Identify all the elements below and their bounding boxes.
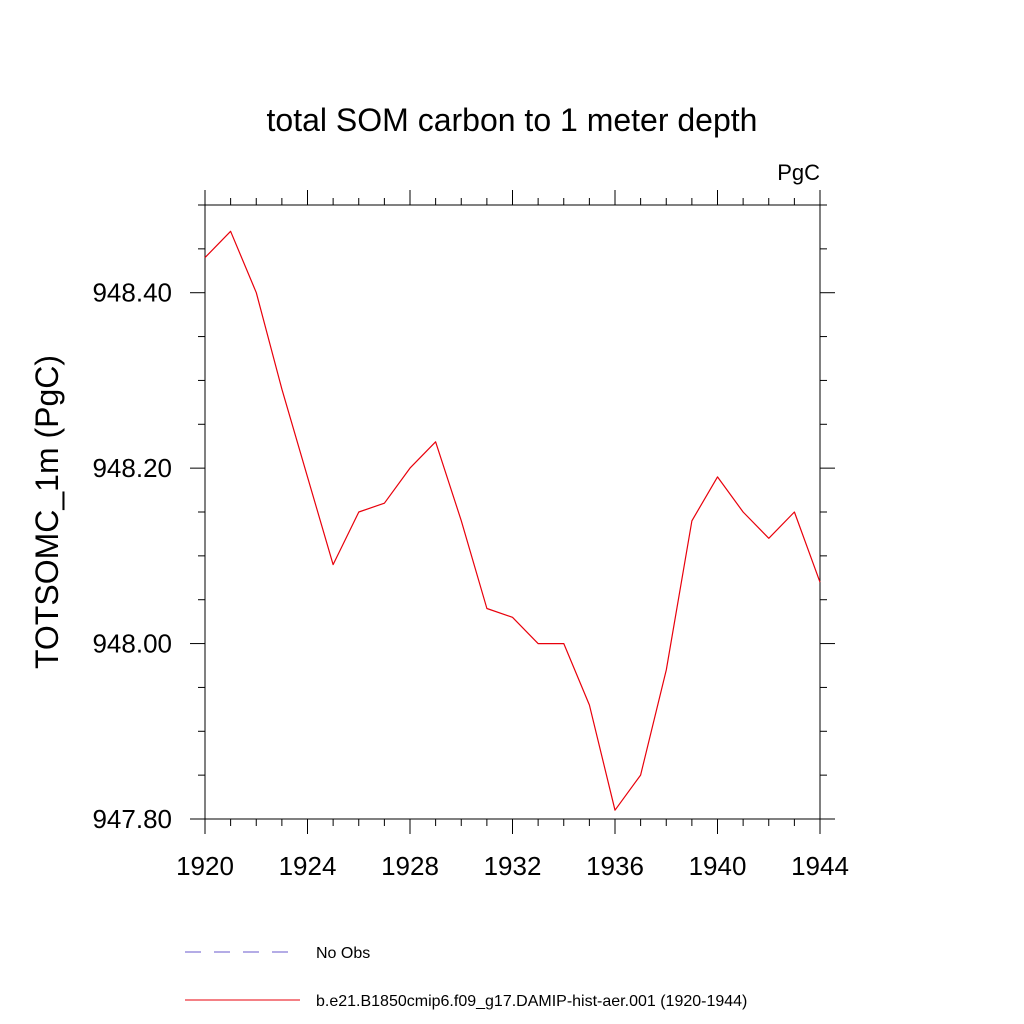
y-tick-label: 948.00 — [92, 629, 172, 659]
units-label: PgC — [777, 160, 820, 185]
x-tick-label: 1928 — [381, 851, 439, 881]
x-tick-label: 1936 — [586, 851, 644, 881]
y-tick-label: 947.80 — [92, 804, 172, 834]
series-layer — [204, 230, 821, 811]
legend-label: No Obs — [316, 945, 370, 962]
x-tick-label: 1940 — [689, 851, 747, 881]
y-axis-label: TOTSOMC_1m (PgC) — [29, 355, 65, 669]
axis-ticks — [190, 190, 835, 834]
x-tick-label: 1920 — [176, 851, 234, 881]
y-tick-label: 948.20 — [92, 453, 172, 483]
y-tick-label: 948.40 — [92, 278, 172, 308]
series-line — [204, 230, 821, 811]
legend-label: b.e21.B1850cmip6.f09_g17.DAMIP-hist-aer.… — [316, 993, 747, 1010]
x-tick-label: 1944 — [791, 851, 849, 881]
legend: No Obs b.e21.B1850cmip6.f09_g17.DAMIP-his… — [185, 945, 747, 1010]
x-tick-label: 1932 — [484, 851, 542, 881]
x-tick-label: 1924 — [279, 851, 337, 881]
chart-title: total SOM carbon to 1 meter depth — [267, 102, 758, 138]
plot-frame — [204, 204, 821, 820]
axis-tick-labels: 1920 1924 1928 1932 1936 1940 1944 947.80 948.00… — [92, 278, 848, 881]
